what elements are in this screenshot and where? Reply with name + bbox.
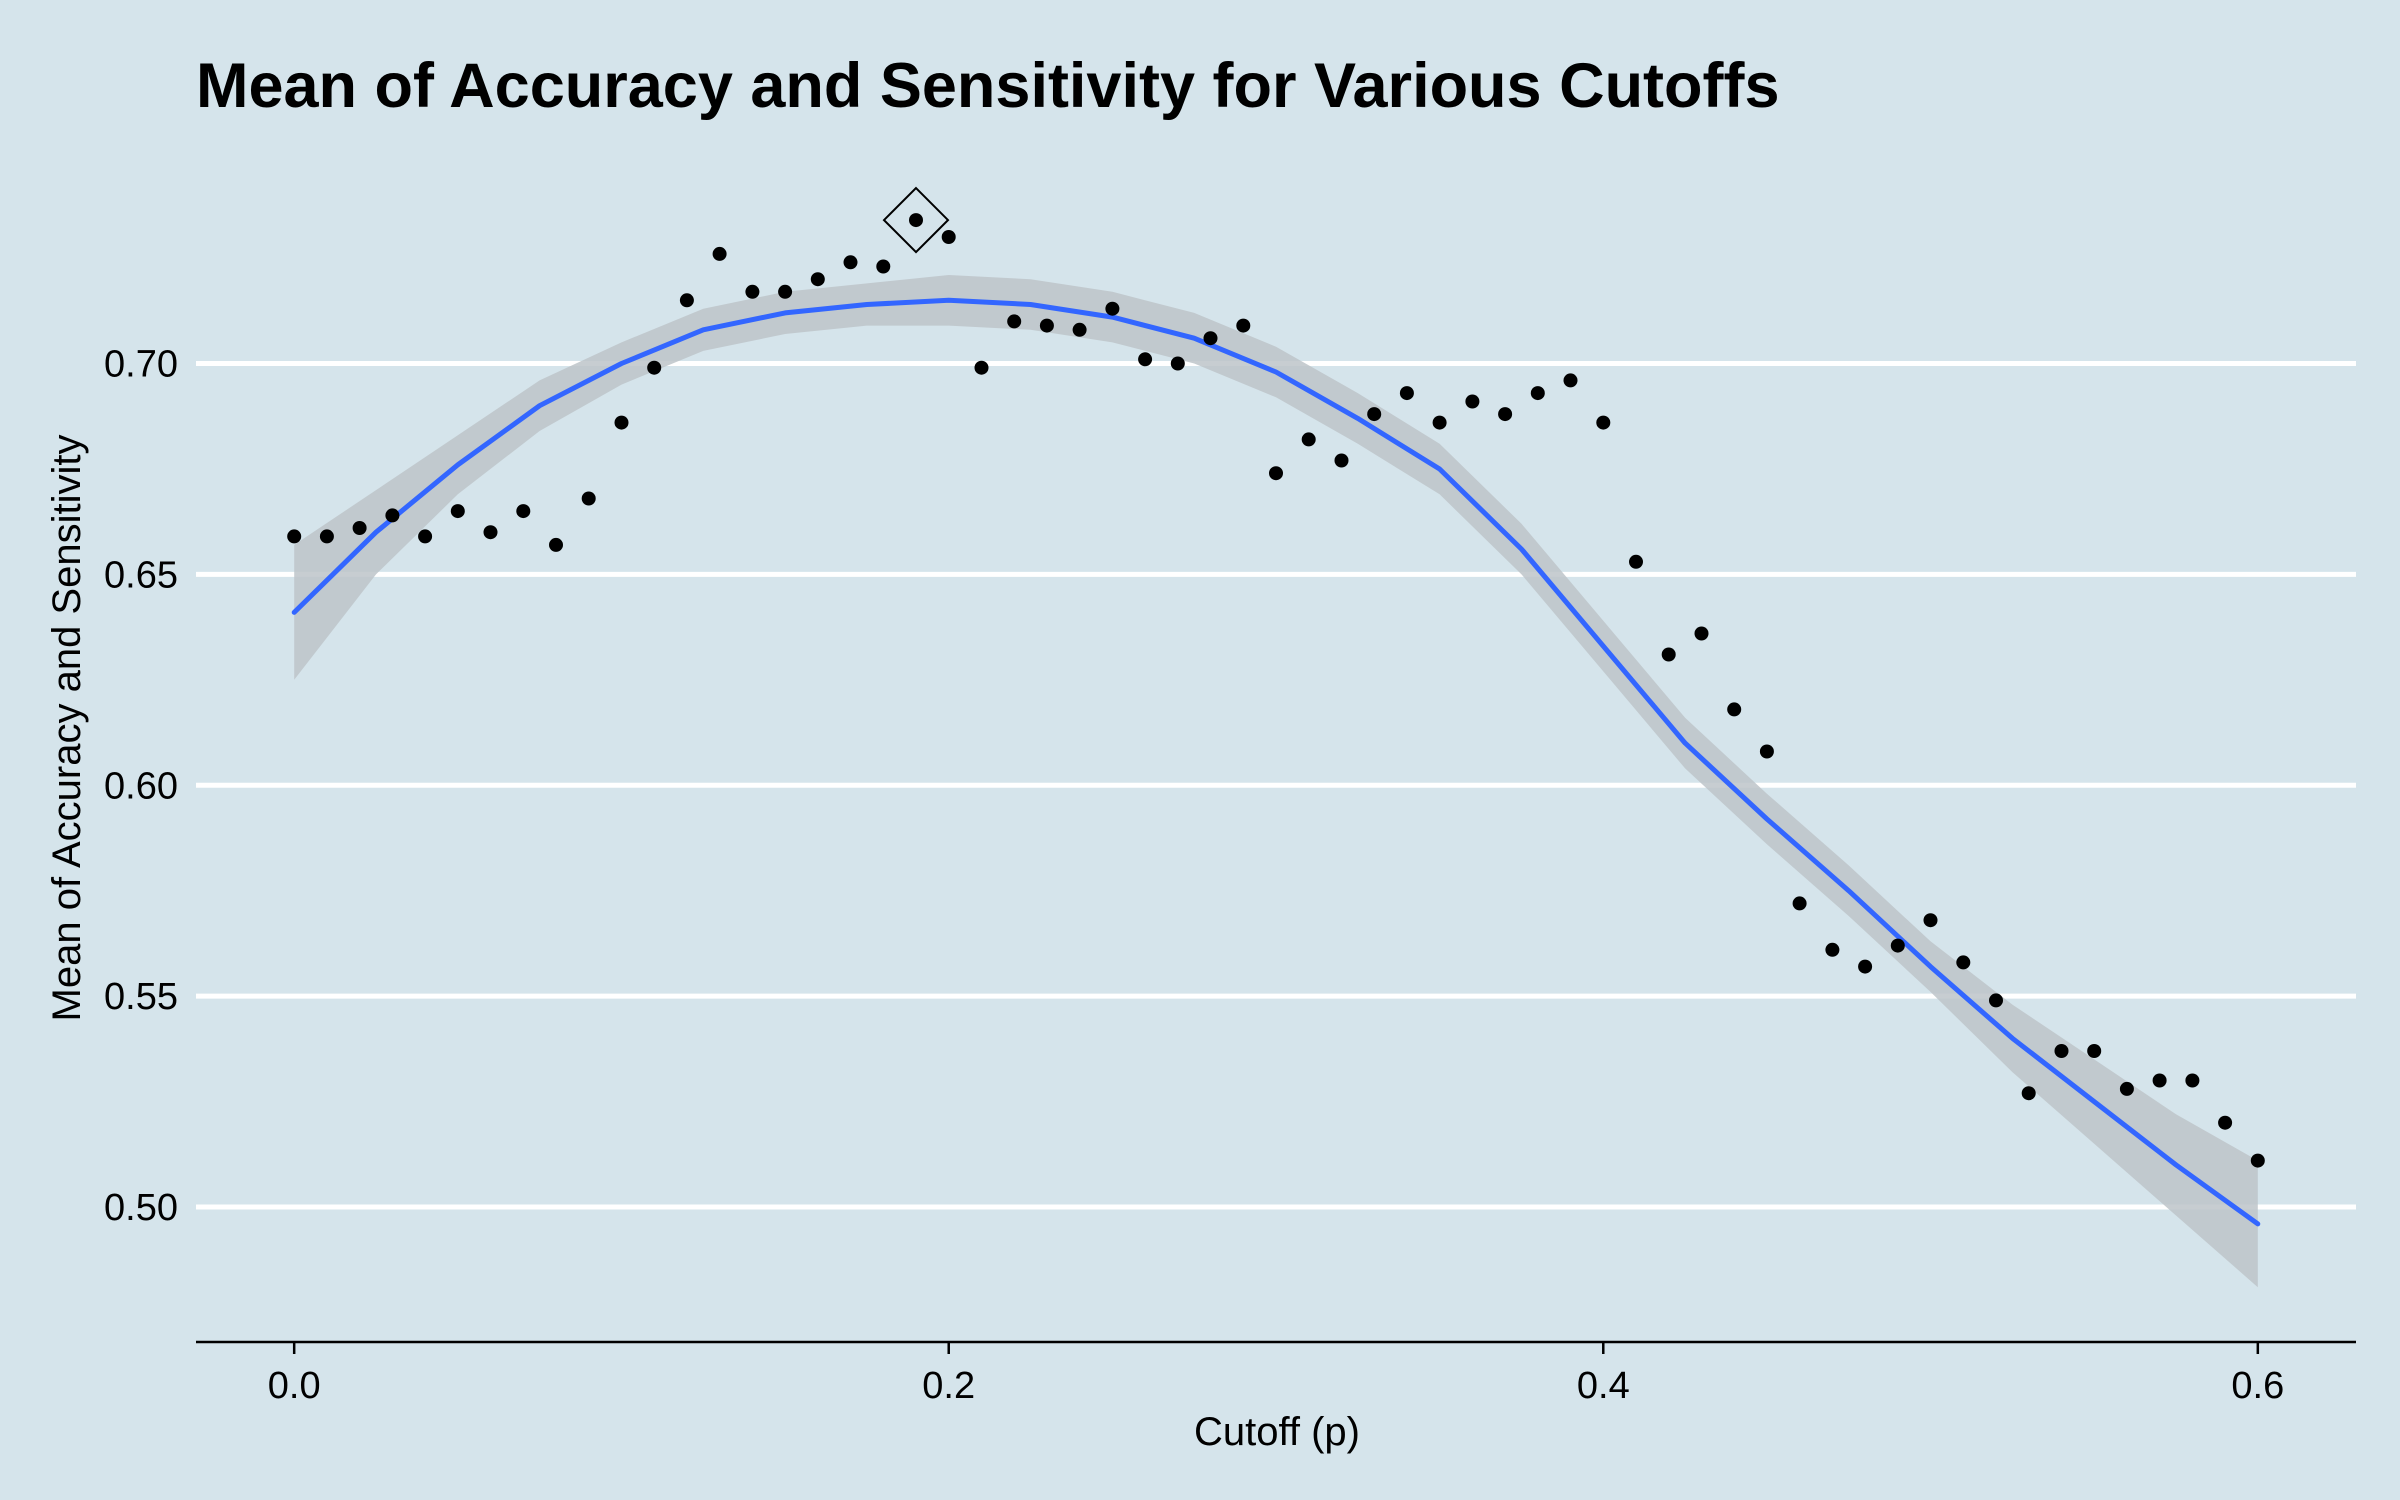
x-tick-label: 0.4: [1577, 1365, 1630, 1407]
points-layer: [287, 213, 2265, 1168]
data-point: [2218, 1115, 2233, 1130]
data-point: [974, 360, 989, 375]
data-point: [483, 525, 498, 540]
data-point: [1923, 913, 1938, 928]
data-point: [1138, 352, 1153, 367]
data-point: [876, 259, 891, 274]
data-point: [1269, 466, 1283, 481]
data-point: [1989, 993, 2003, 1008]
data-point: [1465, 394, 1480, 409]
data-point: [1596, 415, 1611, 430]
data-point: [745, 284, 760, 299]
data-point: [614, 415, 629, 430]
data-point: [1367, 407, 1382, 422]
data-point: [1727, 702, 1742, 717]
data-point: [1432, 415, 1447, 430]
data-point: [1956, 955, 1971, 970]
data-point: [287, 529, 302, 544]
data-point: [1007, 314, 1022, 329]
data-point: [2185, 1073, 2200, 1088]
chart-title: Mean of Accuracy and Sensitivity for Var…: [196, 51, 1780, 121]
y-axis-title: Mean of Accuracy and Sensitivity: [45, 435, 89, 1022]
data-point: [418, 529, 433, 544]
data-point: [1236, 318, 1251, 333]
data-point: [1890, 938, 1905, 953]
data-point: [450, 504, 465, 519]
x-axis-title: Cutoff (p): [1194, 1410, 1360, 1454]
data-point: [1039, 318, 1054, 333]
data-point: [2087, 1044, 2102, 1058]
data-point: [385, 508, 400, 523]
data-point: [2119, 1081, 2134, 1096]
x-axis: [196, 1340, 2356, 1354]
data-point: [1629, 554, 1643, 569]
data-point: [1203, 331, 1218, 346]
x-tick-labels: 0.0 0.2 0.4 0.6: [268, 1365, 2284, 1407]
y-tick-label: 0.70: [104, 344, 178, 386]
data-point: [1399, 386, 1414, 401]
y-tick-label: 0.55: [104, 976, 178, 1018]
data-point: [1792, 896, 1807, 911]
y-tick-label: 0.65: [104, 554, 178, 596]
data-point: [679, 293, 694, 308]
data-point: [1334, 453, 1349, 468]
data-point: [1170, 356, 1185, 371]
data-point: [516, 504, 531, 519]
data-point: [1530, 386, 1545, 401]
data-point: [352, 521, 367, 535]
data-point: [581, 491, 596, 506]
data-point: [1498, 407, 1513, 422]
highlight-diamond: [882, 186, 950, 254]
data-point: [1694, 626, 1709, 641]
data-point: [1825, 942, 1840, 957]
data-point: [1759, 744, 1774, 759]
x-tick-label: 0.6: [2231, 1365, 2284, 1407]
data-point: [810, 272, 825, 287]
data-point: [712, 246, 727, 261]
smooth-line: [291, 297, 2261, 1227]
data-point: [2152, 1073, 2167, 1088]
x-tick-label: 0.0: [268, 1365, 321, 1407]
data-point: [549, 537, 563, 552]
data-point: [2250, 1153, 2265, 1168]
smooth-line-layer: [291, 297, 2261, 1227]
highlight-layer: [882, 186, 950, 254]
data-point: [1072, 322, 1087, 337]
y-tick-label: 0.50: [104, 1187, 178, 1229]
data-point: [319, 529, 334, 544]
y-tick-label: 0.60: [104, 765, 178, 807]
data-point: [1661, 647, 1676, 662]
data-point: [778, 284, 793, 299]
data-point: [647, 360, 662, 375]
data-point: [1563, 373, 1578, 388]
data-point: [1105, 301, 1120, 316]
data-point: [941, 230, 956, 244]
data-point: [1858, 959, 1873, 974]
data-point: [2021, 1086, 2036, 1101]
x-tick-label: 0.2: [922, 1365, 975, 1407]
data-point: [909, 213, 923, 228]
data-point: [1301, 432, 1316, 447]
data-point: [2054, 1044, 2069, 1058]
data-point: [843, 255, 858, 270]
y-tick-labels: 0.50 0.55 0.60 0.65 0.70: [104, 344, 178, 1230]
